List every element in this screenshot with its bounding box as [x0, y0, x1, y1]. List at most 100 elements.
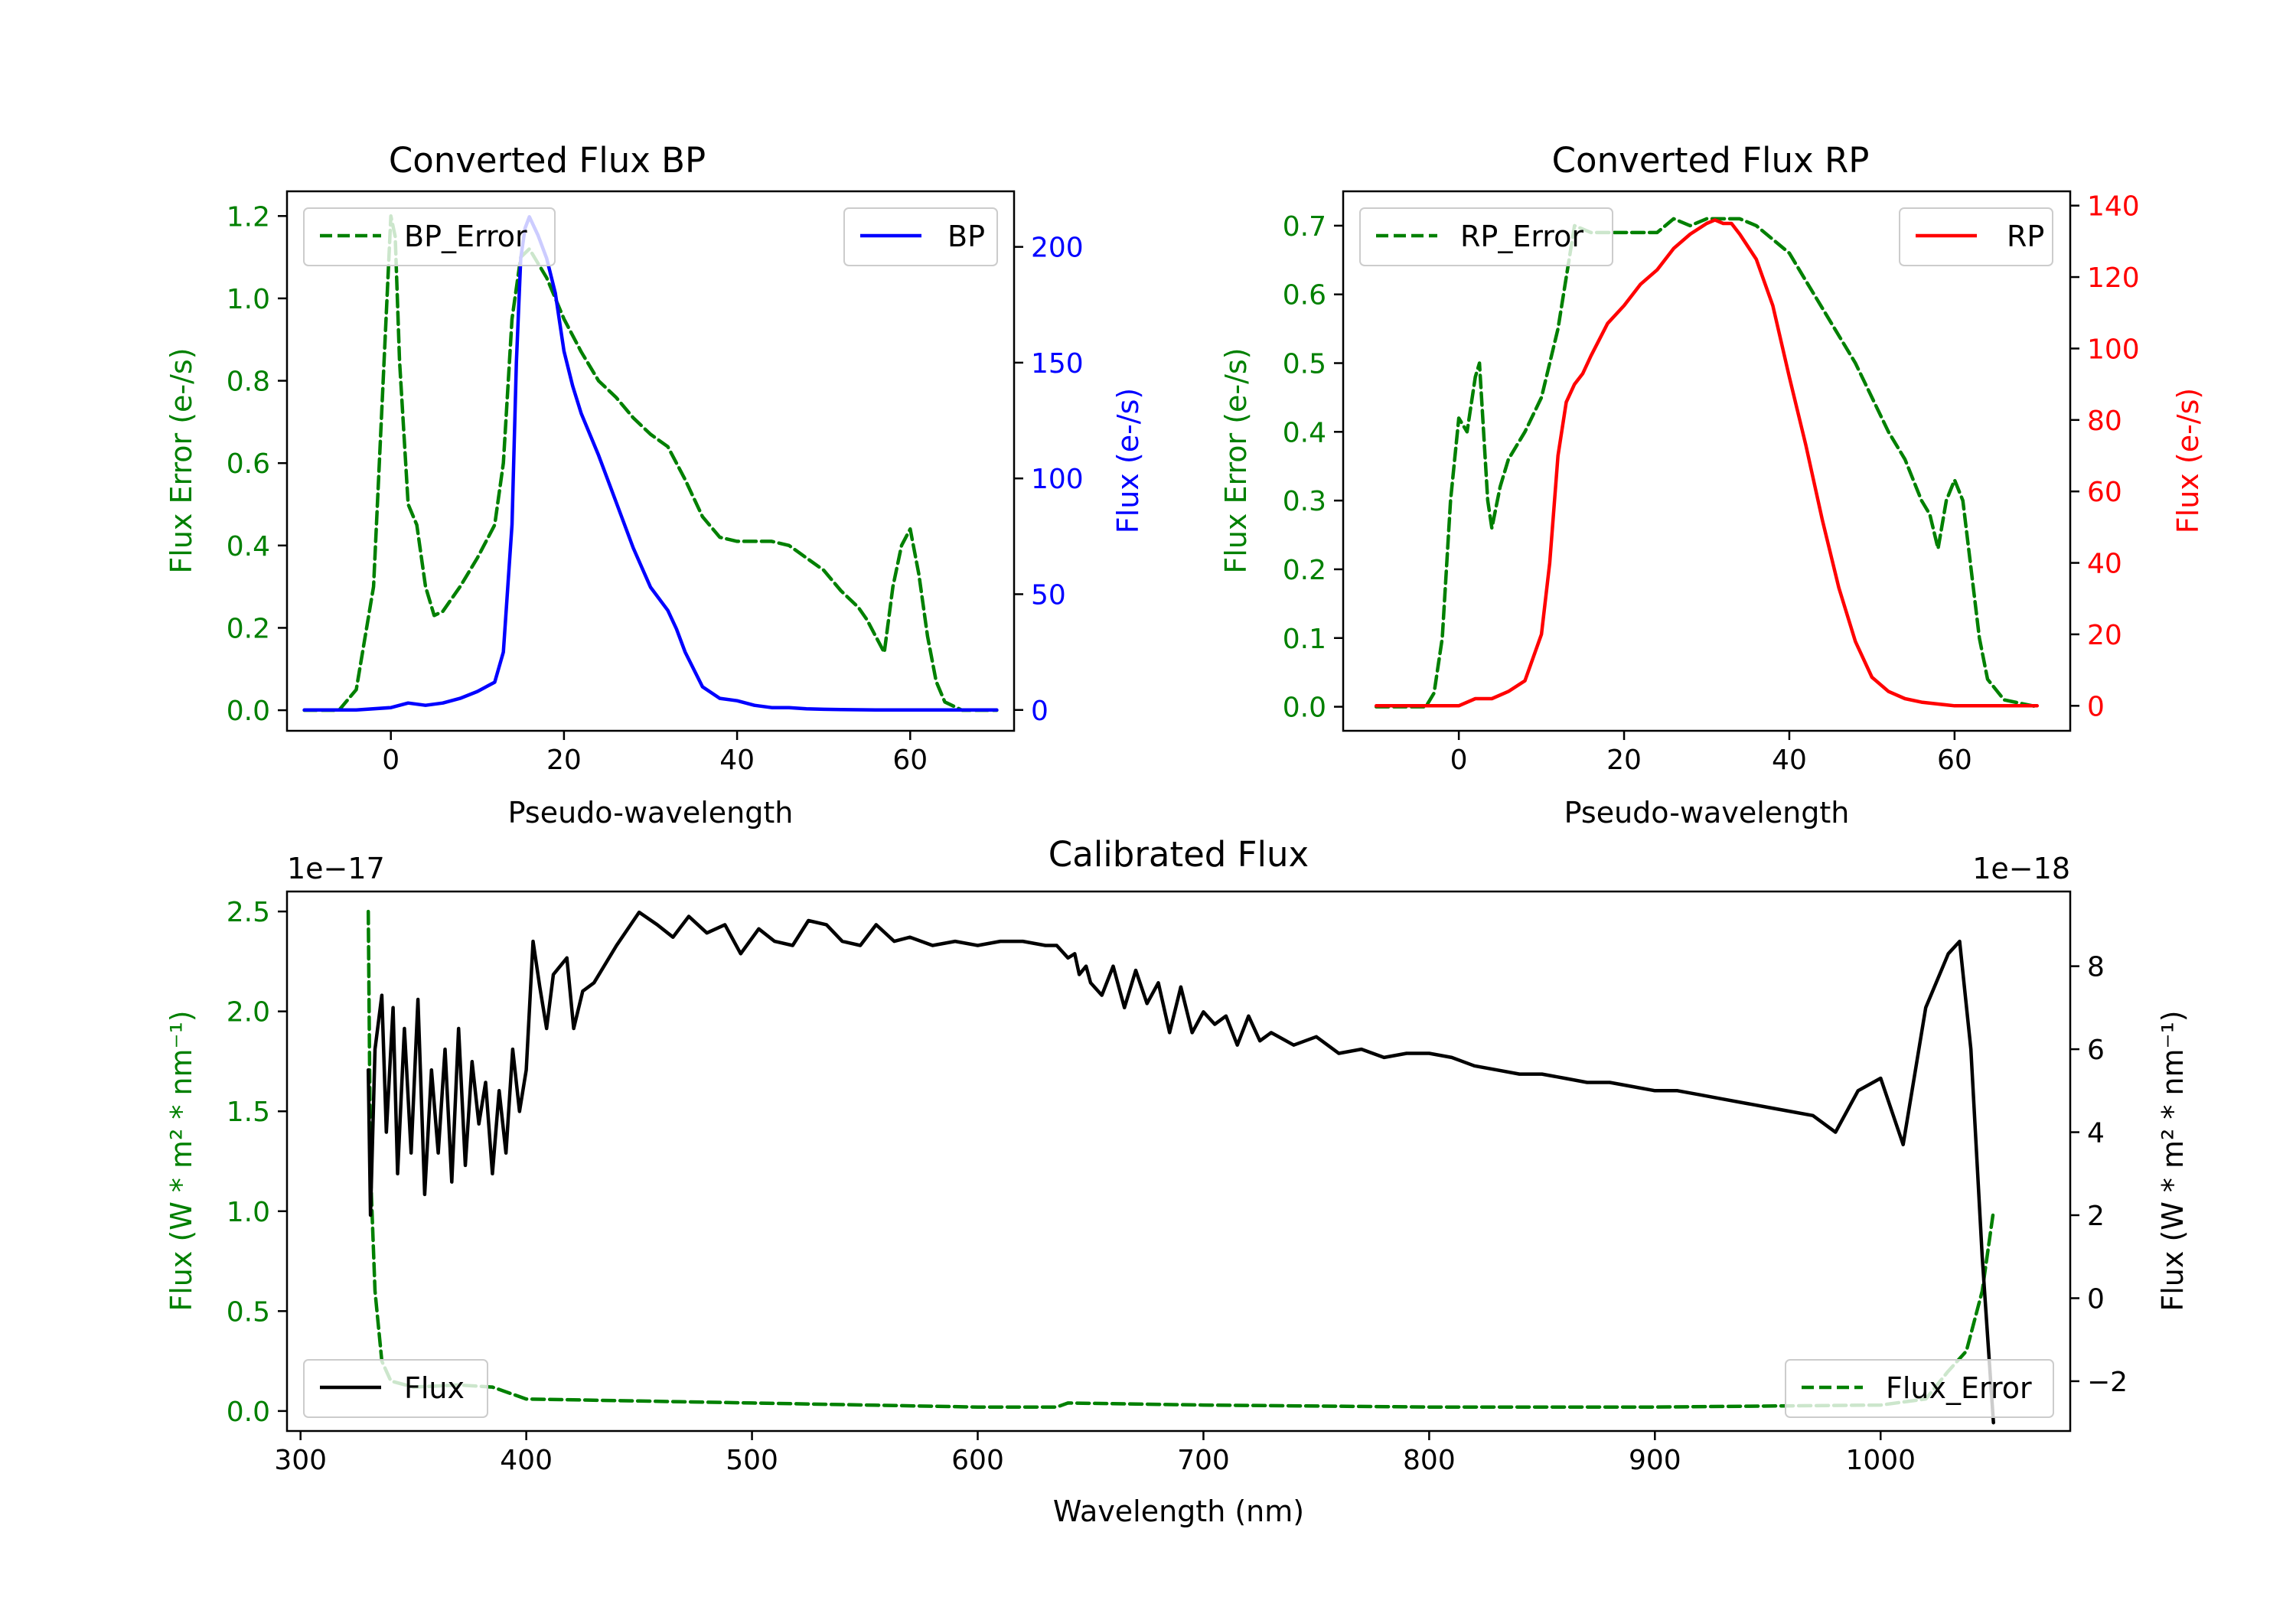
rp-left-y-tick-label: 0.2	[1283, 555, 1326, 586]
bp-x-tick-label: 40	[719, 745, 755, 776]
bp-right-y-tick-label: 100	[1031, 464, 1084, 495]
rp-x-axis-label: Pseudo-wavelength	[1564, 796, 1850, 830]
rp-plot-area	[1374, 217, 2040, 709]
bp-x-axis: 0 20 40 60	[382, 731, 928, 776]
bp-left-y-axis: 0.0 0.2 0.4 0.6 0.8 1.0 1.2	[227, 201, 287, 727]
rp-right-y-tick-label: 80	[2087, 406, 2122, 437]
rp-left-y-axis: 0.0 0.1 0.2 0.3 0.4 0.5 0.6 0.7	[1283, 211, 1343, 724]
rp-left-y-tick-label: 0.4	[1283, 417, 1326, 448]
cal-left-y-tick-label: 2.5	[227, 897, 270, 928]
cal-right-y-tick-label: 6	[2087, 1035, 2105, 1066]
rp-right-y-tick-label: 40	[2087, 549, 2122, 580]
cal-legend-error: Flux_Error	[1785, 1359, 2054, 1418]
bp-right-y-tick-label: 150	[1031, 348, 1084, 380]
cal-right-y-tick-label: 2	[2087, 1201, 2105, 1232]
cal-left-y-tick-label: 0.0	[227, 1397, 270, 1428]
panel-calibrated: Calibrated Flux 1e−17 1e−18 300 400 500 600…	[165, 834, 2190, 1528]
rp-left-y-tick-label: 0.1	[1283, 624, 1326, 655]
cal-x-axis: 300 400 500 600 700 800 900 1000	[274, 1431, 1916, 1476]
bp-left-y-tick-label: 0.2	[227, 613, 270, 644]
bp-right-axis-label: Flux (e-/s)	[1111, 388, 1145, 533]
rp-series-rp	[1374, 218, 2040, 708]
cal-x-tick-label: 1000	[1845, 1445, 1916, 1476]
rp-right-y-tick-label: 100	[2087, 334, 2140, 365]
cal-series-flux	[366, 910, 1995, 1425]
bp-left-y-tick-label: 0.8	[227, 367, 270, 398]
bp-left-y-tick-label: 0.6	[227, 448, 270, 480]
rp-legend-flux: RP	[1899, 207, 2053, 266]
rp-left-axis-label: Flux Error (e-/s)	[1219, 347, 1253, 573]
bp-right-y-tick-label: 0	[1031, 696, 1049, 727]
cal-x-tick-label: 300	[274, 1445, 327, 1476]
rp-left-y-tick-label: 0.0	[1283, 693, 1326, 724]
bp-series-bp	[302, 215, 999, 712]
cal-x-tick-label: 700	[1177, 1445, 1230, 1476]
cal-right-y-axis: −2 0 2 4 6 8	[2070, 952, 2128, 1398]
bp-left-y-tick-label: 1.0	[227, 284, 270, 315]
bp-legend-flux: BP	[843, 207, 998, 266]
cal-left-y-tick-label: 0.5	[227, 1296, 270, 1328]
rp-left-y-tick-label: 0.5	[1283, 349, 1326, 380]
cal-right-axis-label: Flux (W * m² * nm⁻¹)	[2156, 1010, 2190, 1311]
rp-left-y-tick-label: 0.6	[1283, 280, 1326, 311]
bp-left-y-tick-label: 0.4	[227, 531, 270, 562]
cal-left-offset: 1e−17	[287, 852, 385, 885]
cal-right-y-tick-label: 4	[2087, 1118, 2105, 1149]
bp-left-axis-label: Flux Error (e-/s)	[165, 347, 198, 573]
bp-x-axis-label: Pseudo-wavelength	[508, 796, 794, 830]
rp-right-axis-label: Flux (e-/s)	[2171, 388, 2205, 533]
rp-right-y-tick-label: 120	[2087, 262, 2140, 294]
rp-right-y-tick-label: 20	[2087, 620, 2122, 651]
panel-bp: Converted Flux BP 0 20 40 60 0.00.20.40.60.…	[165, 140, 1145, 830]
bp-series-bp-error	[302, 214, 999, 712]
rp-left-y-tick-label: 0.3	[1283, 486, 1326, 517]
bp-x-tick-label: 0	[382, 745, 400, 776]
cal-left-y-tick-label: 1.5	[227, 1097, 270, 1128]
bp-right-y-tick-label: 50	[1031, 579, 1066, 611]
cal-x-tick-label: 900	[1629, 1445, 1681, 1476]
bp-plot-area	[302, 214, 999, 712]
rp-left-y-tick-label: 0.7	[1283, 211, 1326, 243]
cal-right-y-tick-label: 0	[2087, 1283, 2105, 1315]
rp-right-y-tick-label: 60	[2087, 477, 2122, 508]
rp-x-tick-label: 40	[1772, 745, 1807, 776]
bp-plot-frame	[285, 190, 1016, 732]
rp-title: Converted Flux RP	[1552, 140, 1870, 181]
cal-x-tick-label: 800	[1403, 1445, 1456, 1476]
rp-series-rp-error	[1374, 217, 2040, 709]
cal-legend-flux: Flux	[303, 1359, 488, 1418]
cal-x-axis-label: Wavelength (nm)	[1053, 1495, 1304, 1528]
cal-x-tick-label: 600	[951, 1445, 1004, 1476]
cal-legend-flux-label: Flux	[404, 1371, 465, 1405]
cal-left-y-tick-label: 1.0	[227, 1197, 270, 1228]
rp-legend-error-label: RP_Error	[1460, 220, 1583, 253]
rp-right-y-axis: 0 20 40 60 80 100 120 140	[2070, 191, 2140, 722]
bp-right-y-tick-label: 200	[1031, 233, 1084, 264]
cal-left-y-axis: 0.0 0.5 1.0 1.5 2.0 2.5	[227, 897, 287, 1428]
cal-x-tick-label: 400	[500, 1445, 553, 1476]
bp-legend-flux-label: BP	[947, 220, 985, 253]
rp-x-tick-label: 60	[1937, 745, 1972, 776]
rp-right-y-tick-label: 0	[2087, 691, 2105, 722]
cal-title: Calibrated Flux	[1049, 834, 1309, 875]
cal-left-axis-label: Flux (W * m² * nm⁻¹)	[165, 1010, 198, 1311]
bp-right-y-axis: 0 50 100 150 200	[1014, 233, 1084, 727]
bp-title: Converted Flux BP	[389, 140, 706, 181]
rp-right-y-tick-label: 140	[2087, 191, 2140, 223]
cal-right-y-tick-label: 8	[2087, 952, 2105, 983]
cal-right-offset: 1e−18	[1972, 852, 2070, 885]
bp-legend-error-label: BP_Error	[404, 220, 527, 253]
cal-plot-frame	[285, 890, 2072, 1433]
rp-x-tick-label: 0	[1450, 745, 1468, 776]
bp-left-y-tick-label: 1.2	[227, 201, 270, 233]
rp-plot-frame	[1342, 190, 2072, 732]
bp-legend-error: BP_Error	[303, 207, 556, 266]
bp-left-y-tick-label: 0.0	[227, 696, 270, 727]
bp-x-tick-label: 60	[892, 745, 928, 776]
cal-x-tick-label: 500	[726, 1445, 778, 1476]
bp-x-tick-label: 20	[546, 745, 582, 776]
cal-left-y-tick-label: 2.0	[227, 997, 270, 1028]
cal-legend-error-label: Flux_Error	[1886, 1371, 2032, 1405]
